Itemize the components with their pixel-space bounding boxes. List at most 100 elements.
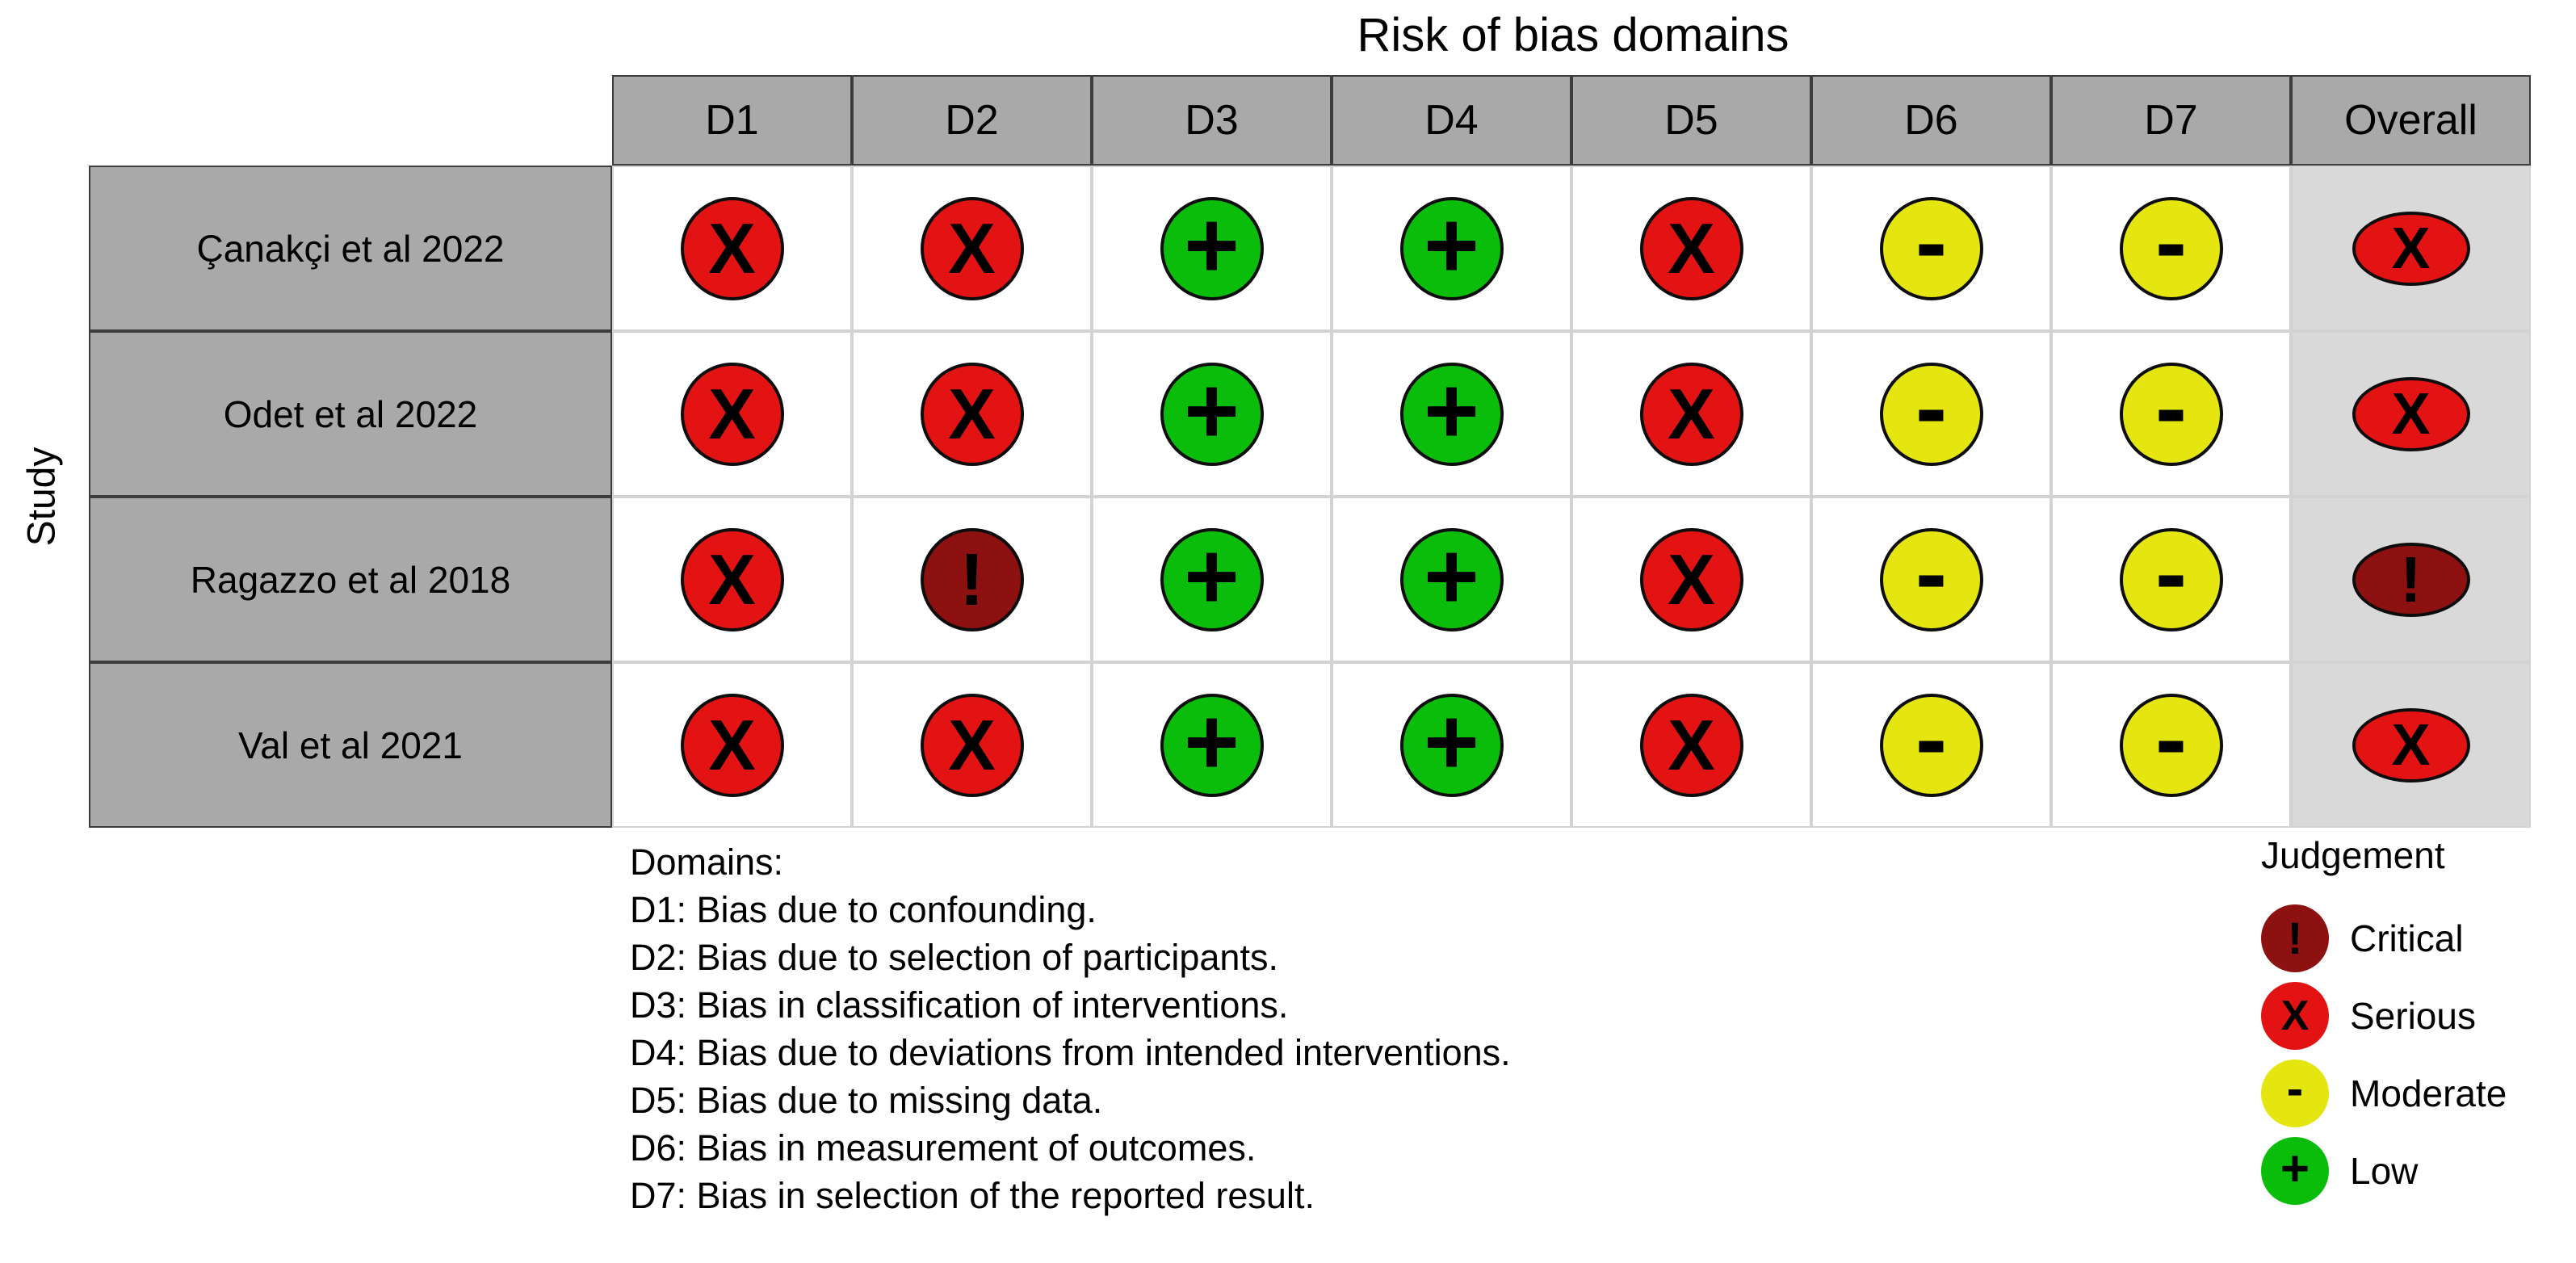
judgement-symbol: ! (959, 538, 984, 621)
judgement-low-icon: + (1399, 522, 1504, 632)
judgement-symbol: X (708, 208, 756, 288)
domain-note-line: D7: Bias in selection of the reported re… (630, 1175, 1315, 1216)
judgement-low-icon: + (1160, 357, 1264, 466)
judgement-serious-icon: X (680, 362, 784, 466)
judgement-cell: - (1811, 331, 2051, 497)
judgement-cell: X (612, 497, 852, 662)
column-header: D1 (612, 75, 852, 166)
judgement-symbol: X (708, 704, 756, 785)
judgement-serious-icon: X (920, 693, 1024, 797)
judgement-cell: X (612, 166, 852, 331)
domains-note: Domains: D1: Bias due to confounding. D2:… (630, 838, 1511, 1219)
column-header: D5 (1571, 75, 1811, 166)
judgement-symbol: + (1424, 357, 1479, 464)
judgement-symbol: - (2154, 354, 2188, 461)
judgement-symbol: X (2391, 216, 2431, 281)
study-label: Odet et al 2022 (89, 331, 612, 497)
judgement-cell: X (1571, 662, 1811, 828)
legend-item: X Serious (2261, 982, 2507, 1050)
domains-note-items: D1: Bias due to confounding. D2: Bias due… (630, 886, 1511, 1219)
judgement-low-icon: + (1399, 196, 1504, 300)
judgement-serious-icon: X (920, 196, 1024, 300)
legend-heading: Judgement (2261, 834, 2445, 876)
judgement-symbol: + (1424, 688, 1479, 795)
judgement-serious-icon: X (2352, 376, 2470, 451)
judgement-cell: + (1332, 662, 1571, 828)
judgement-low-icon: + (1399, 357, 1504, 466)
judgement-cell: + (1092, 497, 1332, 662)
judgement-symbol: + (1184, 357, 1240, 464)
judgement-cell: ! (852, 497, 1092, 662)
column-header: D3 (1092, 75, 1332, 166)
judgement-serious-icon: X (680, 196, 784, 300)
judgement-cell: X (2291, 662, 2531, 828)
judgement-critical-icon: ! (920, 527, 1024, 632)
judgement-symbol: X (708, 373, 756, 454)
judgement-serious-icon: X (1639, 362, 1743, 466)
domain-note-line: D2: Bias due to selection of participant… (630, 937, 1278, 978)
judgement-legend: Judgement ! Critical X Serious - Moderate + Low (2261, 833, 2507, 1215)
legend-item: ! Critical (2261, 904, 2507, 972)
judgement-symbol: + (1424, 522, 1479, 630)
judgement-serious-icon: X (920, 362, 1024, 466)
judgement-symbol: - (2154, 188, 2188, 296)
judgement-symbol: + (1184, 688, 1240, 795)
domain-note-line: D4: Bias due to deviations from intended… (630, 1032, 1511, 1073)
judgement-serious-icon: X (1639, 196, 1743, 300)
judgement-symbol: X (2391, 712, 2431, 778)
judgement-moderate-icon: - (2119, 526, 2223, 632)
judgement-moderate-icon: - (2119, 354, 2223, 466)
judgement-symbol: X (948, 208, 996, 288)
judgement-cell: X (1571, 331, 1811, 497)
judgement-serious-icon: X (680, 693, 784, 797)
domain-note-line: D3: Bias in classification of interventi… (630, 984, 1289, 1026)
domain-note-line: D5: Bias due to missing data. (630, 1080, 1103, 1121)
judgement-critical-icon: ! (2352, 542, 2470, 617)
judgement-cell: + (1092, 166, 1332, 331)
judgement-cell: X (2291, 166, 2531, 331)
judgement-symbol: ! (2400, 543, 2422, 615)
judgement-low-icon: + (1160, 191, 1264, 300)
study-label: Ragazzo et al 2018 (89, 497, 612, 662)
judgement-moderate-icon: - (1879, 195, 1983, 300)
domains-note-heading: Domains: (630, 841, 784, 883)
judgement-symbol: X (2391, 381, 2431, 447)
study-label: Çanakçi et al 2022 (89, 166, 612, 331)
domain-note-line: D1: Bias due to confounding. (630, 889, 1097, 930)
judgement-symbol: X (1668, 539, 1715, 619)
judgement-symbol: - (1915, 685, 1948, 792)
rob-table: D1 D2 D3 D4 D5 D6 D7 Overall Çanakçi et al 2022 X… (89, 75, 2531, 828)
judgement-moderate-icon: - (2119, 685, 2223, 797)
judgement-symbol: X (948, 373, 996, 454)
judgement-serious-icon: X (1639, 693, 1743, 797)
legend-items: ! Critical X Serious - Moderate + Low (2261, 904, 2507, 1205)
legend-item: + Low (2261, 1137, 2507, 1205)
column-header: D6 (1811, 75, 2051, 166)
judgement-cell: X (852, 331, 1092, 497)
judgement-symbol: - (2154, 685, 2188, 792)
judgement-cell: + (1092, 331, 1332, 497)
legend-moderate-icon: - (2261, 1059, 2329, 1127)
judgement-cell: X (612, 662, 852, 828)
judgement-cell: - (1811, 497, 2051, 662)
judgement-serious-icon: X (2352, 707, 2470, 783)
judgement-symbol: X (708, 539, 756, 619)
judgement-low-icon: + (1399, 688, 1504, 797)
judgement-cell: X (2291, 331, 2531, 497)
judgement-cell: - (1811, 662, 2051, 828)
judgement-symbol: - (1915, 519, 1948, 627)
judgement-cell: + (1332, 166, 1571, 331)
judgement-symbol: X (1668, 704, 1715, 785)
legend-label: Critical (2350, 917, 2464, 959)
legend-label: Low (2350, 1150, 2419, 1192)
judgement-symbol: + (1184, 191, 1240, 299)
legend-critical-icon: ! (2261, 904, 2329, 972)
domain-note-line: D6: Bias in measurement of outcomes. (630, 1127, 1257, 1169)
judgement-cell: X (612, 331, 852, 497)
judgement-symbol: + (1184, 522, 1240, 630)
study-label: Val et al 2021 (89, 662, 612, 828)
judgement-moderate-icon: - (1879, 685, 1983, 797)
judgement-cell: - (2051, 662, 2291, 828)
legend-symbol: - (2286, 1061, 2304, 1117)
